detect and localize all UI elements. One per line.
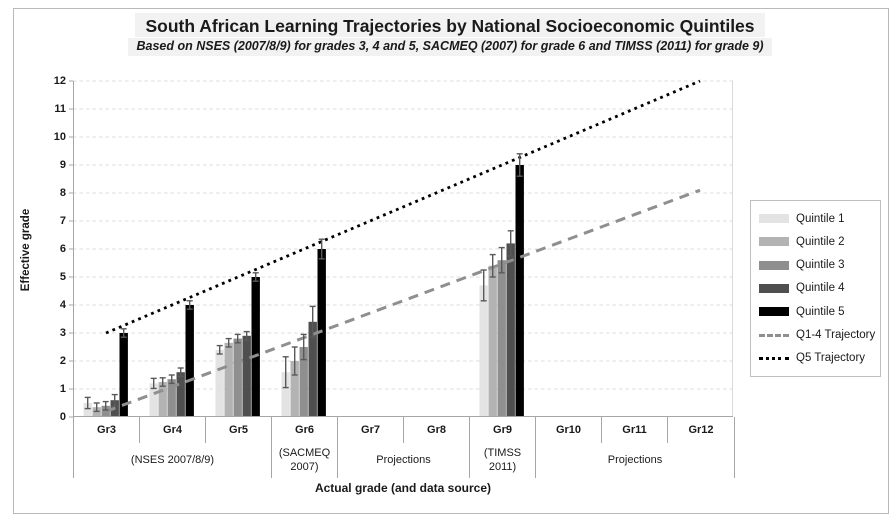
x-axis-grade-labels: Gr3 Gr4 Gr5 Gr6 Gr7 Gr8 Gr9 Gr10 Gr11 Gr12	[73, 417, 735, 443]
y-axis-tick-label: 8	[59, 187, 66, 199]
bar-gr6-quintile-4	[308, 321, 317, 417]
x-axis-source-group-label: (SACMEQ 2007)	[272, 443, 338, 478]
legend-item: Q5 Trajectory	[759, 347, 872, 370]
x-axis-grade-label: Gr10	[536, 417, 602, 443]
q5-trajectory-line	[105, 79, 701, 335]
y-axis-tick-label: 12	[53, 75, 66, 87]
legend: Quintile 1 Quintile 2 Quintile 3 Quintile 4…	[750, 200, 881, 377]
q1-4-trajectory-line	[105, 188, 701, 413]
y-axis-tick-label: 10	[53, 131, 66, 143]
x-axis-grade-label: Gr7	[338, 417, 404, 443]
y-axis-title: Effective grade	[20, 208, 32, 292]
plot-area	[69, 79, 733, 418]
x-axis-source-group-label: Projections	[607, 454, 663, 467]
y-axis-tick-label: 4	[59, 299, 66, 311]
x-axis-source-group-label: (NSES 2007/8/9)	[74, 443, 272, 478]
bar-gr3-quintile-2	[92, 407, 101, 417]
chart-border	[13, 8, 889, 514]
legend-swatch-q1-4-trajectory	[759, 333, 789, 337]
x-axis-source-groups: (NSES 2007/8/9) (SACMEQ 2007) Projections(…	[73, 443, 735, 478]
y-axis-tick-label: 3	[59, 327, 66, 339]
legend-swatch-q5-trajectory	[759, 356, 789, 360]
bar-gr4-quintile-3	[167, 379, 176, 417]
legend-item: Quintile 1	[759, 207, 872, 230]
x-axis-grade-label: Gr5	[206, 417, 272, 443]
bar-gr5-quintile-5	[251, 277, 260, 417]
bar-gr4-quintile-2	[158, 382, 167, 417]
y-axis-tick-label: 2	[59, 355, 66, 367]
bar-gr6-quintile-3	[299, 347, 308, 417]
legend-item-label: Quintile 3	[796, 259, 845, 272]
x-axis-grade-label: Gr11	[602, 417, 668, 443]
bar-gr4-quintile-5	[185, 305, 194, 417]
legend-item-label: Quintile 1	[796, 212, 845, 225]
legend-item: Q1-4 Trajectory	[759, 324, 876, 347]
chart-title: South African Learning Trajectories by N…	[135, 13, 765, 38]
bar-gr4-quintile-1	[149, 383, 158, 417]
chart-header: South African Learning Trajectories by N…	[13, 13, 887, 56]
legend-swatch-quintile-3	[759, 260, 789, 270]
legend-swatch-quintile-2	[759, 237, 789, 247]
bar-gr6-quintile-5	[317, 249, 326, 417]
legend-item: Quintile 3	[759, 254, 872, 277]
y-axis-tick-label: 11	[54, 103, 66, 115]
bar-gr6-quintile-2	[290, 361, 299, 417]
legend-item: Quintile 4	[759, 277, 872, 300]
x-axis-title: Actual grade (and data source)	[314, 481, 492, 495]
legend-swatch-quintile-4	[759, 283, 789, 293]
legend-item-label: Quintile 5	[796, 305, 845, 318]
bar-gr9-quintile-4	[506, 243, 515, 417]
legend-item-label: Q1-4 Trajectory	[796, 329, 876, 342]
bar-gr3-quintile-1	[83, 403, 92, 417]
y-axis-tick-label: 9	[59, 159, 66, 171]
x-axis-source-group-label: (TIMSS 2011)	[470, 443, 536, 478]
y-axis-tick-label: 5	[59, 271, 66, 283]
x-axis-source-group-label: Projections	[338, 443, 470, 478]
legend-item: Quintile 2	[759, 230, 872, 253]
y-axis-tick-label: 6	[59, 243, 66, 255]
x-axis-grade-label: Gr6	[272, 417, 338, 443]
legend-item-label: Quintile 2	[796, 235, 845, 248]
bar-gr9-quintile-1	[479, 285, 488, 417]
x-axis-grade-label: Gr3	[74, 417, 140, 443]
legend-item-label: Quintile 4	[796, 282, 845, 295]
y-axis-tick-label: 7	[59, 215, 66, 227]
bar-gr3-quintile-5	[119, 333, 128, 417]
y-axis-tick-label: 1	[59, 383, 66, 395]
legend-item-label: Q5 Trajectory	[796, 352, 866, 365]
legend-swatch-quintile-1	[759, 214, 789, 224]
legend-item: Quintile 5	[759, 300, 872, 323]
x-axis-grade-label: Gr12	[688, 424, 714, 436]
legend-swatch-quintile-5	[759, 307, 789, 317]
bar-gr9-quintile-2	[488, 265, 497, 417]
bar-gr6-quintile-1	[281, 372, 290, 417]
bar-gr5-quintile-3	[233, 338, 242, 417]
bar-gr9-quintile-5	[515, 165, 524, 417]
x-axis-grade-label: Gr4	[140, 417, 206, 443]
chart-subtitle: Based on NSES (2007/8/9) for grades 3, 4…	[128, 38, 772, 56]
y-axis-tick-label: 0	[59, 411, 66, 423]
bar-gr3-quintile-3	[101, 405, 110, 417]
bar-gr5-quintile-4	[242, 335, 251, 417]
bar-gr4-quintile-4	[176, 372, 185, 417]
x-axis-grade-label: Gr8	[404, 417, 470, 443]
bar-gr9-quintile-3	[497, 260, 506, 417]
bar-gr5-quintile-1	[215, 349, 224, 417]
x-axis-grade-label: Gr9	[470, 417, 536, 443]
bar-gr5-quintile-2	[224, 342, 233, 417]
